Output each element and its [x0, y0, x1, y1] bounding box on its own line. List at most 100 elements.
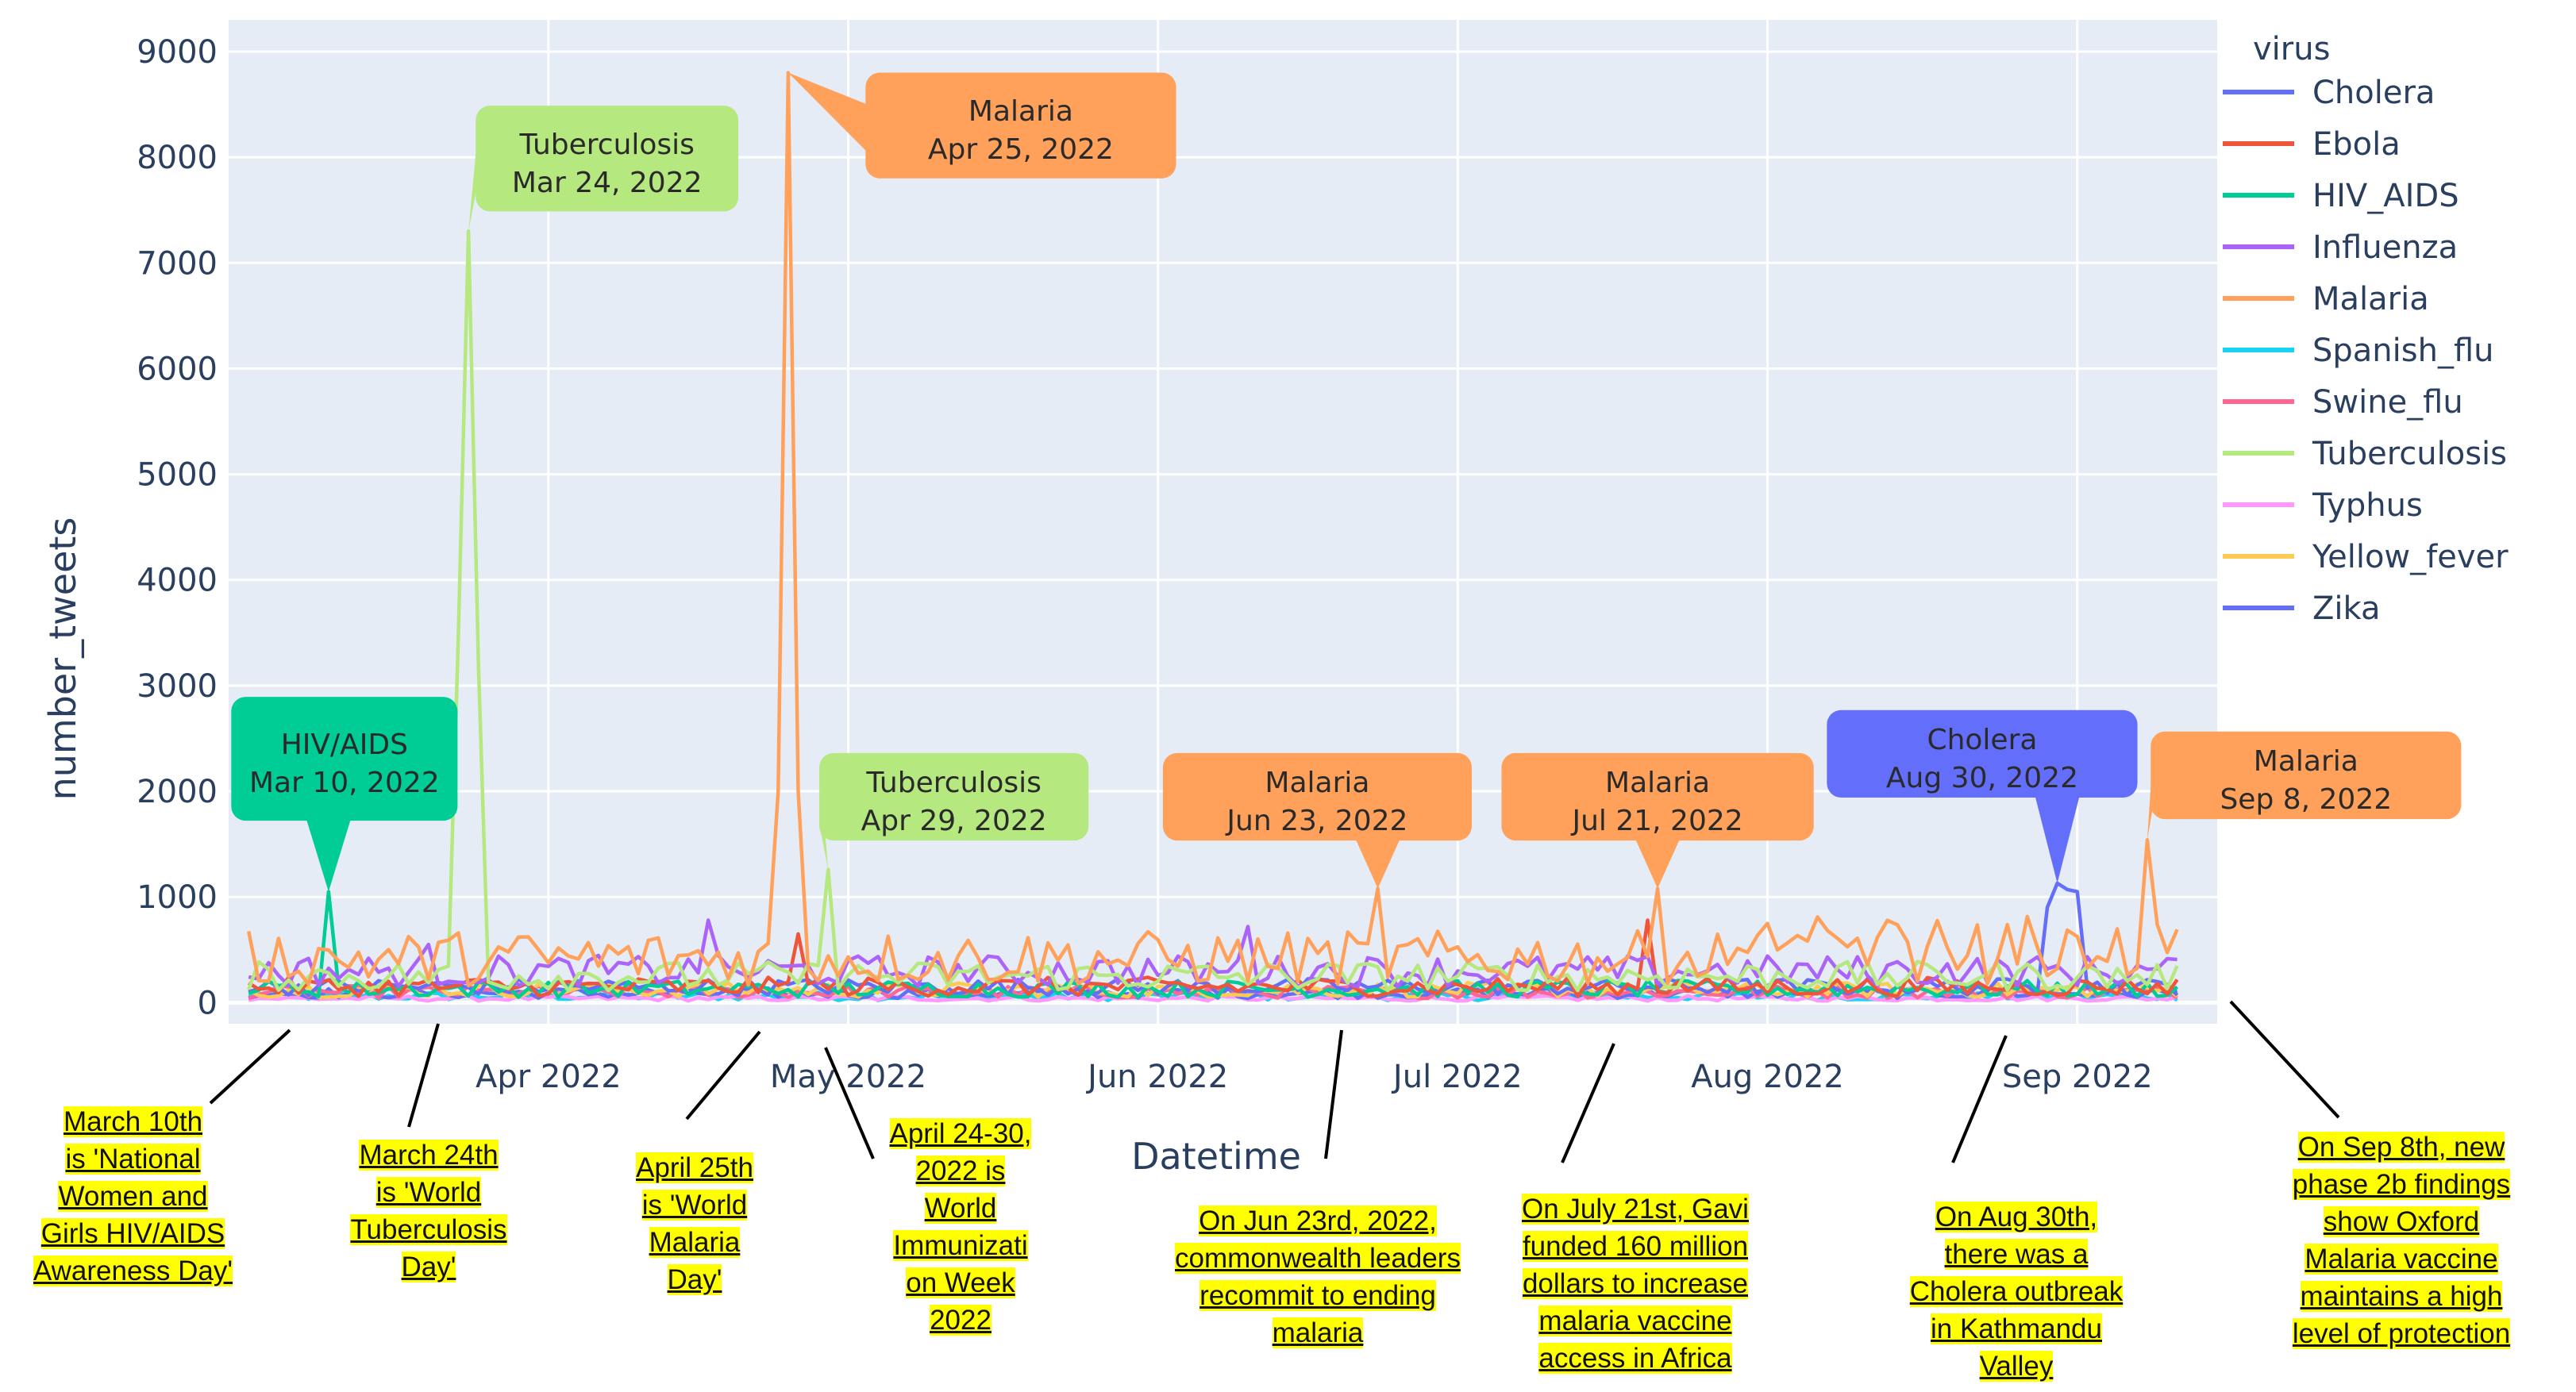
note-4-line-2: 2022 is — [915, 1156, 1006, 1186]
legend-label-swine_flu: Swine_flu — [2312, 384, 2463, 421]
leader-line-1 — [209, 1029, 291, 1105]
x-tick-label: Apr 2022 — [476, 1059, 622, 1095]
y-tick-label: 0 — [198, 985, 218, 1021]
note-7-line-2: there was a — [1944, 1239, 2089, 1270]
callout-pointer — [2035, 796, 2080, 883]
callout-1: HIV/AIDS Mar 10, 2022 — [231, 697, 458, 892]
note-6-line-2: funded 160 million — [1522, 1231, 1749, 1262]
series-line-tuberculosis — [247, 229, 2179, 993]
note-8-line-3: show Oxford — [2323, 1206, 2480, 1237]
leader-line-6 — [1561, 1043, 1615, 1163]
callout-6: Malaria Jul 21, 2022 — [1501, 752, 1814, 889]
note-3-line-1: April 25th — [636, 1152, 753, 1183]
note-7-line-5: Valley — [1979, 1351, 2054, 1382]
note-7-line-4: in Kathmandu — [1931, 1313, 2102, 1344]
note-7-line-3: Cholera outbreak — [1909, 1276, 2124, 1307]
note-3-line-2: is 'World — [641, 1190, 748, 1221]
callout-date: Mar 10, 2022 — [249, 767, 440, 799]
y-tick-label: 4000 — [137, 563, 218, 599]
note-8-line-2: phase 2b findings — [2292, 1169, 2511, 1200]
callout-virus: Malaria — [968, 95, 1073, 128]
note-5-line-2: commonwealth leaders — [1175, 1243, 1461, 1274]
legend-label-hiv_aids: HIV_AIDS — [2312, 178, 2459, 214]
note-6-line-5: access in Africa — [1538, 1343, 1732, 1374]
annotation-note-1: March 10th is 'National Women and Girls … — [16, 1103, 250, 1290]
callout-pointer — [2147, 763, 2153, 840]
y-tick-label: 9000 — [137, 34, 218, 71]
note-2-line-4: Day' — [401, 1252, 456, 1282]
annotation-note-6: On July 21st, Gavi funded 160 million do… — [1496, 1190, 1774, 1377]
leader-line-3 — [685, 1030, 761, 1121]
callout-date: Jun 23, 2022 — [1225, 805, 1407, 837]
callout-virus: Malaria — [2254, 745, 2358, 778]
y-tick-label: 1000 — [137, 879, 218, 916]
note-6-line-4: malaria vaccine — [1538, 1305, 1732, 1336]
note-8-line-1: On Sep 8th, new — [2297, 1132, 2505, 1163]
leader-line-7 — [1951, 1035, 2008, 1163]
legend-label-malaria: Malaria — [2312, 281, 2429, 317]
series-lines — [246, 71, 2179, 1003]
callout-pointer — [1635, 839, 1681, 889]
legend-label-ebola: Ebola — [2312, 126, 2401, 163]
y-axis-ticks: 0 1000 2000 3000 4000 5000 6000 7000 8000 9000 — [137, 34, 218, 1021]
note-8-line-5: maintains a high — [2300, 1281, 2503, 1312]
callout-virus: Tuberculosis — [518, 129, 695, 161]
callout-date: Jul 21, 2022 — [1570, 805, 1742, 837]
callout-box — [819, 752, 1089, 841]
callout-virus: Malaria — [1605, 767, 1710, 799]
callout-box — [1162, 752, 1472, 841]
x-tick-label: Aug 2022 — [1691, 1059, 1844, 1095]
legend: virus Cholera Ebola HIV_AIDS Influenza Malar… — [2223, 31, 2509, 627]
y-tick-label: 6000 — [137, 351, 218, 387]
callout-date: Aug 30, 2022 — [1886, 762, 2078, 794]
callout-box — [865, 72, 1176, 179]
y-tick-label: 3000 — [137, 668, 218, 705]
note-2-line-2: is 'World — [375, 1177, 482, 1208]
note-4-line-3: World — [924, 1193, 997, 1224]
callout-5: Malaria Jun 23, 2022 — [1162, 752, 1472, 889]
legend-label-zika: Zika — [2312, 590, 2381, 627]
callout-pointer — [1355, 839, 1400, 889]
note-6-line-1: On July 21st, Gavi — [1522, 1194, 1749, 1225]
annotation-note-7: On Aug 30th, there was a Cholera outbrea… — [1885, 1198, 2147, 1385]
callout-date: Sep 8, 2022 — [2220, 783, 2392, 816]
note-1-line-4: Girls HIV/AIDS — [40, 1218, 225, 1249]
leader-line-2 — [407, 1023, 440, 1128]
callout-box — [1501, 752, 1814, 841]
note-1-line-2: is 'National — [65, 1144, 201, 1175]
note-8-line-6: level of protection — [2292, 1318, 2511, 1349]
callout-box — [1827, 709, 2138, 798]
note-4-line-6: 2022 — [930, 1305, 992, 1336]
y-tick-label: 7000 — [137, 245, 218, 282]
annotation-note-5: On Jun 23rd, 2022, commonwealth leaders … — [1131, 1202, 1504, 1352]
series-line-influenza — [248, 918, 2177, 989]
note-5-line-4: malaria — [1272, 1317, 1364, 1348]
note-6-line-3: dollars to increase — [1522, 1268, 1749, 1299]
series-line-malaria — [246, 71, 2179, 988]
note-3-line-3: Malaria — [649, 1227, 741, 1258]
callout-pointer — [787, 72, 868, 152]
series-line-ebola — [248, 918, 2179, 998]
x-tick-label: Sep 2022 — [2002, 1059, 2153, 1095]
callout-2: Tuberculosis Mar 24, 2022 — [468, 106, 739, 232]
legend-title: virus — [2253, 31, 2330, 67]
callout-box — [2151, 731, 2462, 820]
callout-virus: HIV/AIDS — [281, 729, 408, 761]
callout-virus: Cholera — [1927, 724, 2037, 756]
legend-label-influenza: Influenza — [2312, 229, 2458, 266]
callout-pointer — [468, 137, 478, 232]
note-1-line-3: Women and — [58, 1181, 208, 1212]
leader-line-4 — [824, 1047, 875, 1159]
callout-7: Cholera Aug 30, 2022 — [1827, 709, 2138, 883]
note-3-line-4: Day' — [667, 1264, 722, 1295]
legend-label-typhus: Typhus — [2312, 487, 2423, 524]
y-tick-label: 5000 — [137, 457, 218, 494]
x-axis-ticks: Apr 2022 May 2022 Jun 2022 Jul 2022 Aug 2022… — [476, 1059, 2153, 1095]
x-tick-label: Jun 2022 — [1085, 1059, 1228, 1095]
note-5-line-1: On Jun 23rd, 2022, — [1199, 1206, 1437, 1236]
leader-line-5 — [1324, 1029, 1343, 1159]
leader-line-8 — [2229, 1000, 2340, 1119]
annotation-note-3: April 25th is 'World Malaria Day' — [611, 1149, 778, 1298]
callout-box — [231, 697, 458, 821]
